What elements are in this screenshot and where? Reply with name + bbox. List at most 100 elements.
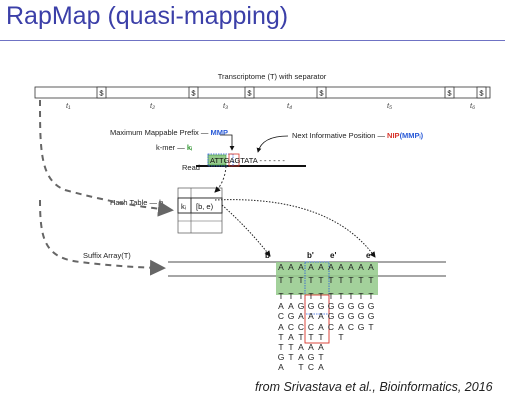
- dotted-arrow-to-b: [221, 204, 271, 257]
- sa-label: Suffix Array(T): [83, 251, 131, 260]
- sa-letter: G: [328, 311, 335, 321]
- separator-cell: [444, 86, 455, 99]
- separator-symbol: $: [99, 89, 104, 98]
- separator-symbol: $: [247, 89, 252, 98]
- sa-letter: A: [358, 262, 364, 272]
- separator-cells: $ $ $ $ $ $: [96, 86, 487, 99]
- separator-cell: [316, 86, 327, 99]
- sa-letter: C: [348, 322, 354, 332]
- separator-symbol: $: [319, 89, 324, 98]
- separator-cell: [476, 86, 487, 99]
- sa-letter: A: [308, 342, 314, 352]
- citation: from Srivastava et al., Bioinformatics, …: [255, 380, 493, 394]
- transcript-label: t₁: [66, 101, 71, 110]
- sa-letter: G: [288, 311, 295, 321]
- sa-letter: A: [318, 262, 324, 272]
- sa-letter: A: [338, 262, 344, 272]
- sa-letter: T: [328, 291, 333, 301]
- sa-letter: T: [358, 275, 363, 285]
- sa-letter: T: [368, 291, 373, 301]
- transcript-label: t₃: [223, 101, 228, 110]
- sa-letter: T: [368, 322, 373, 332]
- hash-key: kᵢ: [181, 202, 186, 211]
- sa-suffix-grid: ATTACATTGAATTAGCATTATTGACTAATATTGACTAGCA…: [278, 262, 375, 372]
- sa-letter: T: [368, 275, 373, 285]
- slide-title: RapMap (quasi-mapping): [6, 2, 289, 30]
- sa-letter: G: [278, 352, 285, 362]
- sa-letter: G: [308, 352, 315, 362]
- sa-nip-box: [304, 294, 330, 344]
- sa-letter: A: [288, 332, 294, 342]
- nip-label: Next Informative Position — NIP(MMPᵢ): [292, 131, 424, 140]
- sa-letter: G: [358, 301, 365, 311]
- sa-letter: T: [298, 332, 303, 342]
- sa-letter: G: [328, 301, 335, 311]
- sa-letter: A: [278, 262, 284, 272]
- sa-letter: A: [338, 322, 344, 332]
- sa-letter: T: [278, 275, 283, 285]
- sa-letter: A: [278, 301, 284, 311]
- nip-abbr: NIP: [387, 131, 400, 140]
- sa-letter: T: [318, 291, 323, 301]
- nip-box: [228, 153, 240, 167]
- transcript-label: t₆: [470, 101, 475, 110]
- sa-letter: A: [298, 262, 304, 272]
- nip-arrow: [256, 135, 289, 153]
- sa-letter: G: [318, 301, 325, 311]
- separator-symbol: $: [447, 89, 452, 98]
- sa-letter: A: [318, 342, 324, 352]
- sa-letter: T: [328, 275, 333, 285]
- sa-letter: G: [308, 301, 315, 311]
- sa-letter: T: [318, 332, 323, 342]
- mmp-arrow: [220, 134, 235, 151]
- separator-symbol: $: [191, 89, 196, 98]
- sa-letter: T: [278, 342, 283, 352]
- read-sequence: ATTGAGTATA - - - - - -: [210, 156, 285, 165]
- sa-letter: C: [308, 322, 314, 332]
- dashed-arrow-to-hash: [39, 99, 174, 217]
- separator-cell: [188, 86, 199, 99]
- sa-letter: T: [288, 352, 293, 362]
- sa-letter: T: [298, 275, 303, 285]
- kmer-abbr: kᵢ: [187, 143, 192, 152]
- transcriptome-bar: [34, 86, 491, 99]
- interval-label: e': [330, 251, 336, 260]
- sa-letter: G: [348, 301, 355, 311]
- separator-cell: [96, 86, 107, 99]
- sa-letter: A: [298, 311, 304, 321]
- sa-letter: A: [288, 301, 294, 311]
- sa-letter: G: [298, 301, 305, 311]
- sa-letter: T: [288, 275, 293, 285]
- separator-cell: [244, 86, 255, 99]
- separator-symbol: $: [479, 89, 484, 98]
- sa-letter: T: [318, 275, 323, 285]
- sa-letter: G: [358, 322, 365, 332]
- sa-letter: T: [308, 275, 313, 285]
- sa-letter: T: [288, 291, 293, 301]
- sa-letter: A: [318, 362, 324, 372]
- sa-letter: C: [308, 362, 314, 372]
- read-label: Read: [182, 163, 200, 172]
- interval-label: b': [307, 251, 314, 260]
- sa-letter: T: [278, 291, 283, 301]
- sa-letter: G: [368, 311, 375, 321]
- sa-letter: T: [348, 275, 353, 285]
- sa-letter: C: [288, 322, 294, 332]
- sa-letter: T: [338, 291, 343, 301]
- sa-letter: A: [288, 262, 294, 272]
- sa-letter: G: [358, 311, 365, 321]
- transcript-labels: t₁ t₂ t₃ t₄ t₅ t₆: [66, 101, 475, 110]
- kmer-label: k-mer — kᵢ: [156, 143, 192, 152]
- sa-highlight: [276, 262, 378, 295]
- sa-letter: T: [318, 352, 323, 362]
- title-rule: [0, 40, 505, 41]
- mmp-label: Maximum Mappable Prefix — MMP: [110, 128, 228, 137]
- sa-letter: T: [288, 342, 293, 352]
- sa-letter: T: [338, 332, 343, 342]
- sa-letter: C: [298, 322, 304, 332]
- transcriptome-label: Transcriptome (T) with separator: [218, 72, 327, 81]
- sa-letter: T: [308, 291, 313, 301]
- sa-letter: T: [278, 332, 283, 342]
- sa-letter: T: [298, 362, 303, 372]
